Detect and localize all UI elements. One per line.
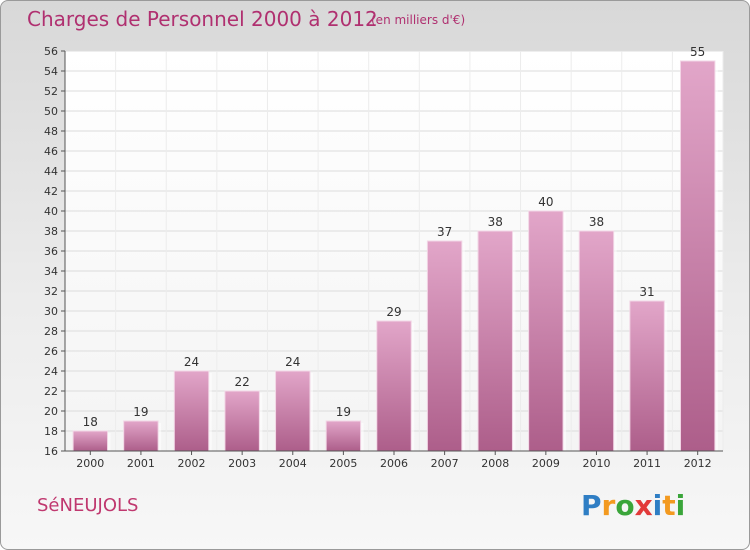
x-tick-label: 2001 — [127, 457, 155, 470]
bar-value-label: 55 — [690, 45, 705, 59]
y-tick-label: 26 — [44, 345, 58, 358]
bar-value-label: 37 — [437, 225, 452, 239]
bar — [528, 210, 564, 452]
bar — [477, 230, 513, 452]
bar-value-label: 38 — [589, 215, 604, 229]
bar — [679, 60, 716, 452]
bar — [629, 300, 665, 452]
bar — [72, 430, 109, 452]
bar-value-label: 24 — [285, 355, 300, 369]
bar-value-label: 24 — [184, 355, 199, 369]
y-tick-label: 16 — [44, 445, 58, 458]
y-tick-label: 54 — [44, 65, 58, 78]
commune-name: SéNEUJOLS — [37, 495, 139, 516]
y-tick-label: 40 — [44, 205, 58, 218]
x-tick-label: 2003 — [228, 457, 256, 470]
y-tick-label: 56 — [44, 45, 58, 58]
bar — [224, 390, 260, 452]
logo-letter: t — [662, 489, 676, 522]
bar — [325, 420, 362, 452]
proxiti-logo: Proxiti — [581, 489, 685, 522]
bar-value-label: 19 — [336, 405, 351, 419]
x-tick-label: 2004 — [279, 457, 307, 470]
x-tick-label: 2010 — [582, 457, 610, 470]
chart-title: Charges de Personnel 2000 à 2012 — [27, 7, 378, 31]
bar-value-label: 22 — [235, 375, 250, 389]
bar — [275, 370, 311, 452]
y-tick-label: 28 — [44, 325, 58, 338]
bar-value-label: 18 — [83, 415, 98, 429]
logo-letter: o — [615, 489, 635, 522]
bar — [578, 230, 615, 452]
unit-note: (en milliers d'€) — [371, 13, 466, 27]
y-tick-label: 44 — [44, 165, 58, 178]
y-tick-label: 48 — [44, 125, 58, 138]
bars: 18 19 24 22 24 19 29 37 38 40 38 31 55 — [72, 45, 718, 452]
bar-value-label: 40 — [538, 195, 553, 209]
logo-letter: P — [581, 489, 602, 522]
y-tick-label: 22 — [44, 385, 58, 398]
y-tick-label: 52 — [44, 85, 58, 98]
x-tick-label: 2009 — [532, 457, 560, 470]
x-tick-label: 2011 — [633, 457, 661, 470]
y-tick-label: 24 — [44, 365, 58, 378]
y-tick-label: 32 — [44, 285, 58, 298]
y-tick-label: 42 — [44, 185, 58, 198]
bar-value-label: 19 — [133, 405, 148, 419]
x-tick-label: 2006 — [380, 457, 408, 470]
x-tick-label: 2008 — [481, 457, 509, 470]
bar-value-label: 29 — [386, 305, 401, 319]
x-tick-label: 2000 — [76, 457, 104, 470]
y-tick-label: 50 — [44, 105, 58, 118]
bar-value-label: 38 — [488, 215, 503, 229]
logo-letter: i — [652, 489, 663, 522]
y-tick-label: 34 — [44, 265, 58, 278]
logo-letter: i — [675, 489, 686, 522]
x-tick-label: 2007 — [431, 457, 459, 470]
bar — [426, 240, 463, 452]
axes: 16 18 20 22 24 26 28 30 32 34 36 38 40 42 44 46 48 50 52 54… — [44, 45, 723, 470]
bar-value-label: 31 — [639, 285, 654, 299]
x-tick-label: 2005 — [329, 457, 357, 470]
y-tick-label: 18 — [44, 425, 58, 438]
y-tick-label: 36 — [44, 245, 58, 258]
y-tick-label: 30 — [44, 305, 58, 318]
x-tick-label: 2002 — [178, 457, 206, 470]
logo-letter: r — [601, 489, 616, 522]
y-tick-label: 46 — [44, 145, 58, 158]
bar — [376, 320, 412, 452]
y-tick-label: 38 — [44, 225, 58, 238]
bar — [173, 370, 210, 452]
y-tick-label: 20 — [44, 405, 58, 418]
logo-letter: x — [634, 489, 653, 522]
bar — [123, 420, 159, 452]
x-tick-label: 2012 — [684, 457, 712, 470]
